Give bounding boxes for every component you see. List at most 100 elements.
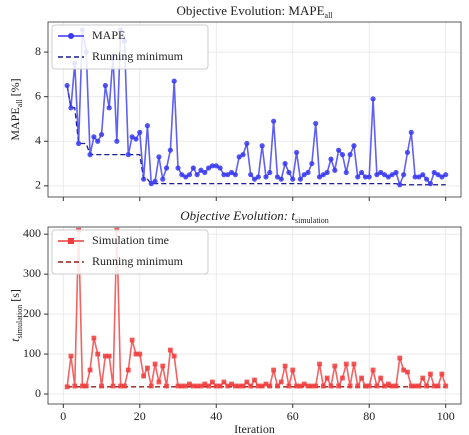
point [221, 379, 227, 385]
point [336, 147, 342, 153]
point [186, 172, 193, 178]
point [217, 165, 223, 171]
point [75, 140, 82, 147]
y-axis-label-sub: all [15, 99, 24, 108]
y-tick-label: 200 [23, 306, 41, 320]
point [416, 174, 422, 180]
point [137, 129, 143, 135]
legend-marker [68, 238, 74, 244]
series-line [66, 230, 447, 389]
point [397, 355, 403, 361]
point [198, 167, 204, 173]
y-tick-label: 300 [23, 266, 41, 280]
point [294, 383, 299, 389]
point [408, 129, 414, 135]
legend-box [51, 229, 209, 275]
point [68, 105, 74, 111]
point [236, 383, 242, 389]
point [129, 134, 135, 140]
point [320, 383, 326, 389]
point [366, 174, 372, 180]
point [194, 172, 200, 178]
point [328, 156, 334, 162]
point [141, 373, 147, 379]
point [378, 375, 384, 381]
point [133, 136, 139, 142]
point [389, 383, 395, 389]
point [206, 383, 212, 389]
point [171, 353, 177, 359]
point [64, 82, 70, 89]
point [332, 363, 338, 369]
point [244, 140, 250, 147]
x-tick-label: 20 [134, 409, 146, 423]
point [148, 383, 154, 389]
point [190, 383, 196, 389]
point [213, 383, 219, 389]
point [98, 131, 105, 138]
point [167, 147, 173, 153]
point [358, 169, 365, 176]
point [370, 96, 376, 102]
point [435, 172, 441, 178]
point [95, 138, 101, 144]
point [95, 351, 101, 357]
point [393, 383, 399, 389]
point [175, 165, 181, 171]
point [213, 163, 219, 169]
point [290, 367, 296, 373]
point [343, 361, 349, 367]
point [282, 160, 288, 167]
point [156, 154, 162, 160]
legend-label: Simulation time [92, 233, 169, 247]
point [183, 174, 189, 180]
point [160, 176, 166, 182]
point [301, 381, 307, 387]
y-tick-label: 100 [23, 346, 41, 360]
point [251, 176, 258, 182]
x-axis-label: Iteration [234, 422, 275, 435]
point [83, 383, 89, 389]
point [431, 383, 437, 389]
point [225, 383, 231, 389]
point [160, 363, 166, 369]
point [347, 383, 353, 389]
point [267, 169, 273, 176]
chart-title: Objective Evolution: MAPEall [176, 3, 333, 20]
point [217, 383, 223, 389]
point [355, 383, 361, 389]
y-axis-label-main: MAPE [8, 107, 22, 140]
legend-label: MAPE [92, 28, 125, 42]
y-tick-label: 6 [35, 88, 41, 102]
point [252, 377, 257, 383]
point [305, 169, 311, 176]
point [248, 383, 254, 389]
point [320, 172, 326, 178]
point [248, 172, 254, 178]
point [423, 176, 430, 182]
point [209, 163, 216, 169]
point [68, 353, 74, 359]
point [259, 143, 265, 149]
point [275, 383, 280, 389]
y-tick-label: 4 [35, 133, 41, 147]
point [362, 174, 368, 180]
point [435, 383, 441, 389]
legend-box [51, 24, 209, 70]
point [221, 172, 227, 178]
point [129, 337, 135, 343]
point [362, 383, 368, 389]
point [427, 181, 434, 187]
point [324, 169, 330, 176]
chart-title: Objective Evolution: tsimulation [180, 208, 329, 225]
point [297, 383, 303, 389]
point [355, 174, 361, 180]
point [443, 172, 449, 178]
point [313, 120, 319, 127]
legend-label: Running minimum [92, 49, 184, 63]
point [385, 381, 391, 387]
point [175, 383, 181, 389]
point [148, 181, 154, 187]
y-axis-label: tsimulation [s] [8, 289, 25, 342]
